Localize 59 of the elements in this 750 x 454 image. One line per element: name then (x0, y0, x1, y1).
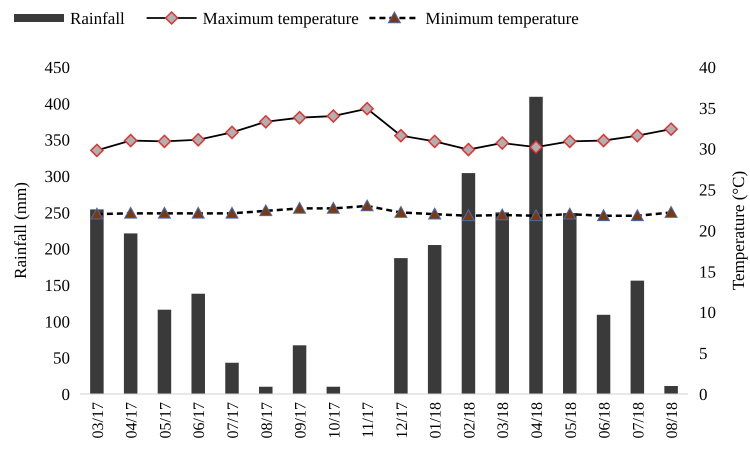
x-tick-label: 07/17 (225, 402, 242, 438)
x-tick-label: 11/17 (360, 402, 378, 438)
x-tick-label: 05/18 (562, 402, 580, 438)
x-tick-label: 08/17 (258, 402, 276, 438)
bar (90, 209, 104, 394)
x-tick-label: 12/17 (394, 402, 411, 438)
y-tick-label: 400 (44, 94, 70, 114)
y2-tick-label: 0 (699, 384, 708, 404)
y2-tick-label: 35 (699, 98, 716, 118)
y2-tick-label: 20 (699, 221, 716, 240)
x-tick-label: 05/17 (157, 402, 174, 438)
bar (529, 96, 543, 394)
y-axis-title: Rainfall (mm) (11, 182, 30, 279)
bar (596, 314, 610, 394)
y2-tick-label: 5 (699, 344, 708, 364)
bar (292, 345, 306, 394)
y-tick-label: 350 (44, 130, 70, 150)
x-tick-label: 08/18 (664, 402, 682, 438)
bar (158, 310, 172, 394)
y-tick-label: 300 (44, 166, 70, 186)
x-tick-label: 07/18 (630, 402, 648, 438)
y2-axis-title: Temperature (°C) (729, 170, 748, 290)
y-tick-label: 50 (53, 348, 70, 368)
y2-tick-label: 40 (699, 58, 716, 77)
bar (563, 213, 577, 394)
y2-tick-label: 15 (699, 262, 716, 282)
y-tick-label: 250 (44, 203, 70, 222)
x-tick-label: 01/18 (428, 402, 445, 438)
legend-label: Rainfall (70, 9, 126, 28)
x-tick-label: 03/17 (90, 402, 107, 438)
bar (495, 212, 509, 394)
x-tick-label: 09/17 (292, 402, 310, 438)
bar (664, 386, 678, 394)
bar (326, 386, 340, 394)
legend-label: Maximum temperature (202, 9, 359, 28)
x-tick-label: 06/17 (191, 402, 208, 438)
y-tick-label: 200 (44, 240, 70, 259)
y2-tick-label: 25 (699, 180, 716, 200)
x-tick-label: 06/18 (596, 402, 614, 438)
x-tick-label: 02/18 (461, 402, 478, 438)
y-tick-label: 0 (62, 384, 70, 404)
x-tick-label: 10/17 (326, 402, 344, 438)
bar (124, 233, 138, 394)
bar (225, 362, 239, 394)
y-tick-label: 450 (44, 58, 70, 77)
y2-tick-label: 10 (699, 303, 716, 322)
x-tick-label: 04/18 (529, 402, 546, 438)
y-tick-label: 100 (44, 312, 70, 332)
bar (428, 245, 442, 394)
bar (462, 173, 476, 394)
x-tick-label: 03/18 (495, 402, 512, 438)
legend-label: Minimum temperature (425, 9, 579, 28)
bar (259, 386, 273, 394)
bar (394, 258, 408, 394)
bar (630, 280, 644, 394)
y-tick-label: 150 (44, 276, 70, 295)
x-tick-label: 04/17 (124, 402, 141, 438)
y2-tick-label: 30 (699, 140, 716, 159)
bar (191, 294, 205, 394)
